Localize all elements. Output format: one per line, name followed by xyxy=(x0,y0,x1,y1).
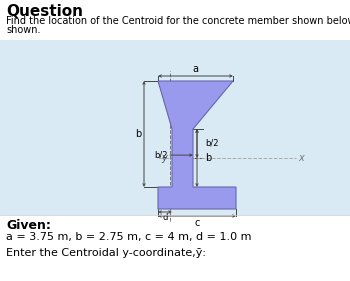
Text: y: y xyxy=(161,153,167,163)
Text: a: a xyxy=(193,64,198,74)
Text: Question: Question xyxy=(6,4,83,19)
Bar xyxy=(0,40,350,215)
Text: b: b xyxy=(135,129,141,139)
Text: a = 3.75 m, b = 2.75 m, c = 4 m, d = 1.0 m: a = 3.75 m, b = 2.75 m, c = 4 m, d = 1.0… xyxy=(6,232,252,242)
Text: shown.: shown. xyxy=(6,25,41,35)
Text: Enter the Centroidal y-coordinate,ȳ:: Enter the Centroidal y-coordinate,ȳ: xyxy=(6,248,206,258)
Polygon shape xyxy=(158,81,236,209)
Bar xyxy=(0,215,350,281)
Text: b/2: b/2 xyxy=(205,139,218,148)
Text: Given:: Given: xyxy=(6,219,51,232)
Text: b/2: b/2 xyxy=(154,151,168,160)
Bar xyxy=(0,0,350,42)
Text: b: b xyxy=(205,153,211,163)
Text: c: c xyxy=(194,218,200,228)
Text: d: d xyxy=(162,213,168,222)
Text: x: x xyxy=(298,153,304,163)
Text: Find the location of the Centroid for the concrete member shown below, relative : Find the location of the Centroid for th… xyxy=(6,16,350,26)
